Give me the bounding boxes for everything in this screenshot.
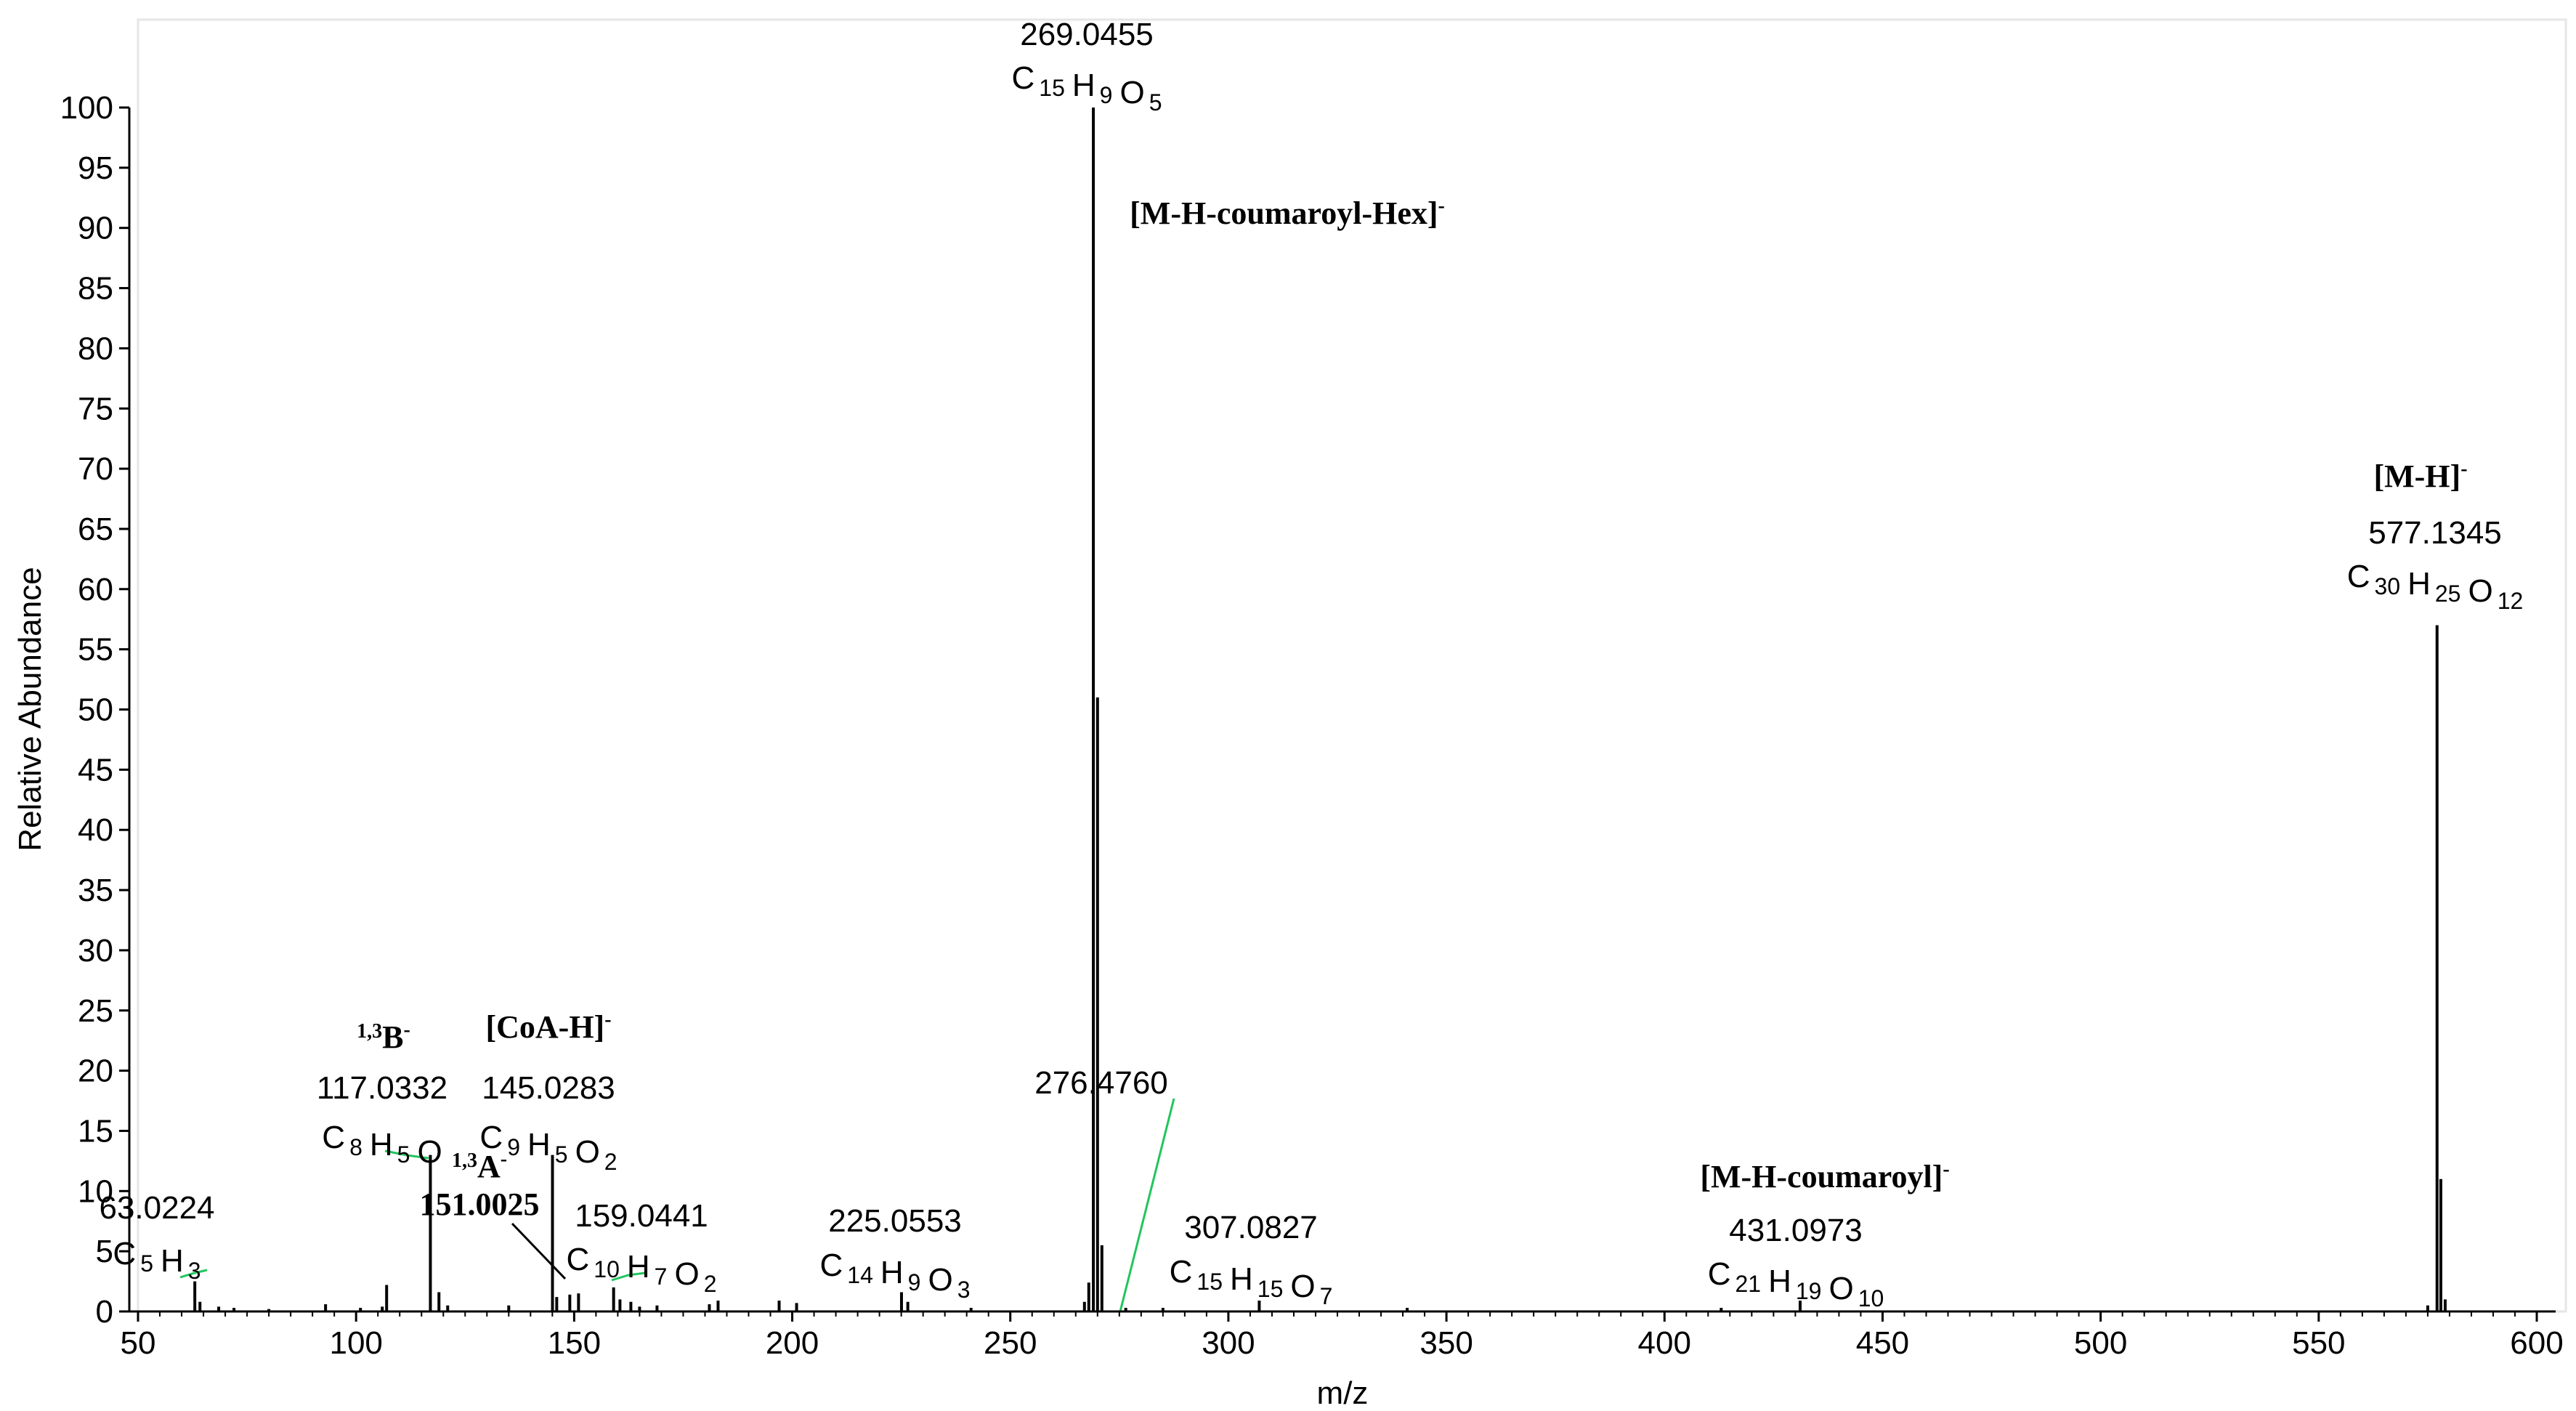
y-tick-label-90: 90 [78, 211, 113, 246]
y-tick-label-30: 30 [78, 933, 113, 969]
x-tick-label-400: 400 [1638, 1325, 1691, 1361]
x-tick-label-550: 550 [2292, 1325, 2345, 1361]
x-tick-label-200: 200 [766, 1325, 819, 1361]
leader-151 [511, 1222, 567, 1280]
formula-label-225-0553: C 14 H 9 O 3 [820, 1248, 971, 1303]
annotation-layer: 63.0224 C 5 H 3 117.0332 C 8 H 5 O 1,3B- 145.0283 C 9 H… [99, 17, 2523, 1311]
y-tick-label-70: 70 [78, 451, 113, 487]
leader-lines-layer [179, 1098, 1175, 1312]
y-tick-label-55: 55 [78, 632, 113, 668]
x-tick-label-350: 350 [1419, 1325, 1473, 1361]
peak-label-276-4760: 276.4760 [1034, 1065, 1168, 1101]
x-tick-label-150: 150 [548, 1325, 601, 1361]
x-tick-label-250: 250 [984, 1325, 1037, 1361]
leader-159 [611, 1271, 646, 1282]
formula-label-431-0973: C 21 H 19 O 10 [1708, 1256, 1884, 1311]
ion-label-269-0455: [M-H-coumaroyl-Hex]- [1130, 195, 1445, 231]
peak-label-159-0441: 159.0441 [575, 1198, 708, 1234]
peak-label-117-0332: 117.0332 [317, 1070, 447, 1106]
leader-117 [384, 1149, 429, 1160]
y-tick-label-100: 100 [60, 90, 113, 126]
formula-label-577-1345: C 30 H 25 O 12 [2347, 559, 2524, 614]
ion-label-431-0973: [M-H-coumaroyl]- [1700, 1158, 1949, 1194]
peak-label-63-0224: 63.0224 [99, 1190, 214, 1226]
y-tick-label-25: 25 [78, 993, 113, 1029]
y-tick-label-65: 65 [78, 512, 113, 547]
leader-63 [179, 1269, 208, 1279]
formula-label-307-0827: C 15 H 15 O 7 [1170, 1254, 1333, 1309]
formula-label-159-0441: C 10 H 7 O 2 [567, 1242, 717, 1297]
x-tick-label-300: 300 [1202, 1325, 1255, 1361]
y-tick-label-5: 5 [96, 1234, 113, 1269]
y-tick-label-10: 10 [78, 1173, 113, 1209]
peak-label-151-0025: 151.0025 [420, 1186, 540, 1222]
y-tick-label-15: 15 [78, 1113, 113, 1149]
y-tick-label-35: 35 [78, 873, 113, 908]
x-tick-label-600: 600 [2510, 1325, 2563, 1361]
ion-label-577-1345: [M-H]- [2373, 458, 2467, 494]
y-tick-label-95: 95 [78, 150, 113, 186]
y-tick-label-0: 0 [96, 1294, 113, 1330]
peak-label-577-1345: 577.1345 [2368, 515, 2502, 551]
ion-label-151-0025: 1,3A- [452, 1148, 507, 1184]
y-axis-title: Relative Abundance [12, 567, 48, 851]
x-ticks-layer: 50 100 150 200 250 300 350 400 450 500 550 600 [121, 1311, 2564, 1361]
peak-label-307-0827: 307.0827 [1184, 1210, 1318, 1245]
y-tick-label-75: 75 [78, 391, 113, 426]
x-tick-label-450: 450 [1856, 1325, 1909, 1361]
leader-276 [1119, 1098, 1175, 1312]
x-tick-label-50: 50 [121, 1325, 156, 1361]
y-tick-label-80: 80 [78, 331, 113, 366]
peak-label-269-0455: 269.0455 [1020, 17, 1154, 52]
y-tick-label-45: 45 [78, 752, 113, 788]
y-tick-label-50: 50 [78, 692, 113, 728]
y-tick-label-85: 85 [78, 271, 113, 307]
y-tick-label-20: 20 [78, 1054, 113, 1089]
formula-label-269-0455: C 15 H 9 O 5 [1012, 60, 1162, 116]
x-axis-title: m/z [1317, 1375, 1369, 1411]
y-tick-label-60: 60 [78, 572, 113, 607]
y-tick-label-40: 40 [78, 812, 113, 848]
y-ticks-layer: 0 5 10 15 20 25 30 35 40 45 50 55 60 65 70 75 80 85 90 95 10… [60, 90, 129, 1330]
x-tick-label-100: 100 [329, 1325, 382, 1361]
ion-label-117-0332: 1,3B- [357, 1019, 410, 1055]
x-tick-label-500: 500 [2074, 1325, 2127, 1361]
peak-label-431-0973: 431.0973 [1729, 1213, 1863, 1248]
peak-label-145-0283: 145.0283 [482, 1070, 615, 1106]
ion-label-145-0283: [CoA-H]- [485, 1008, 611, 1045]
peak-label-225-0553: 225.0553 [828, 1203, 962, 1239]
